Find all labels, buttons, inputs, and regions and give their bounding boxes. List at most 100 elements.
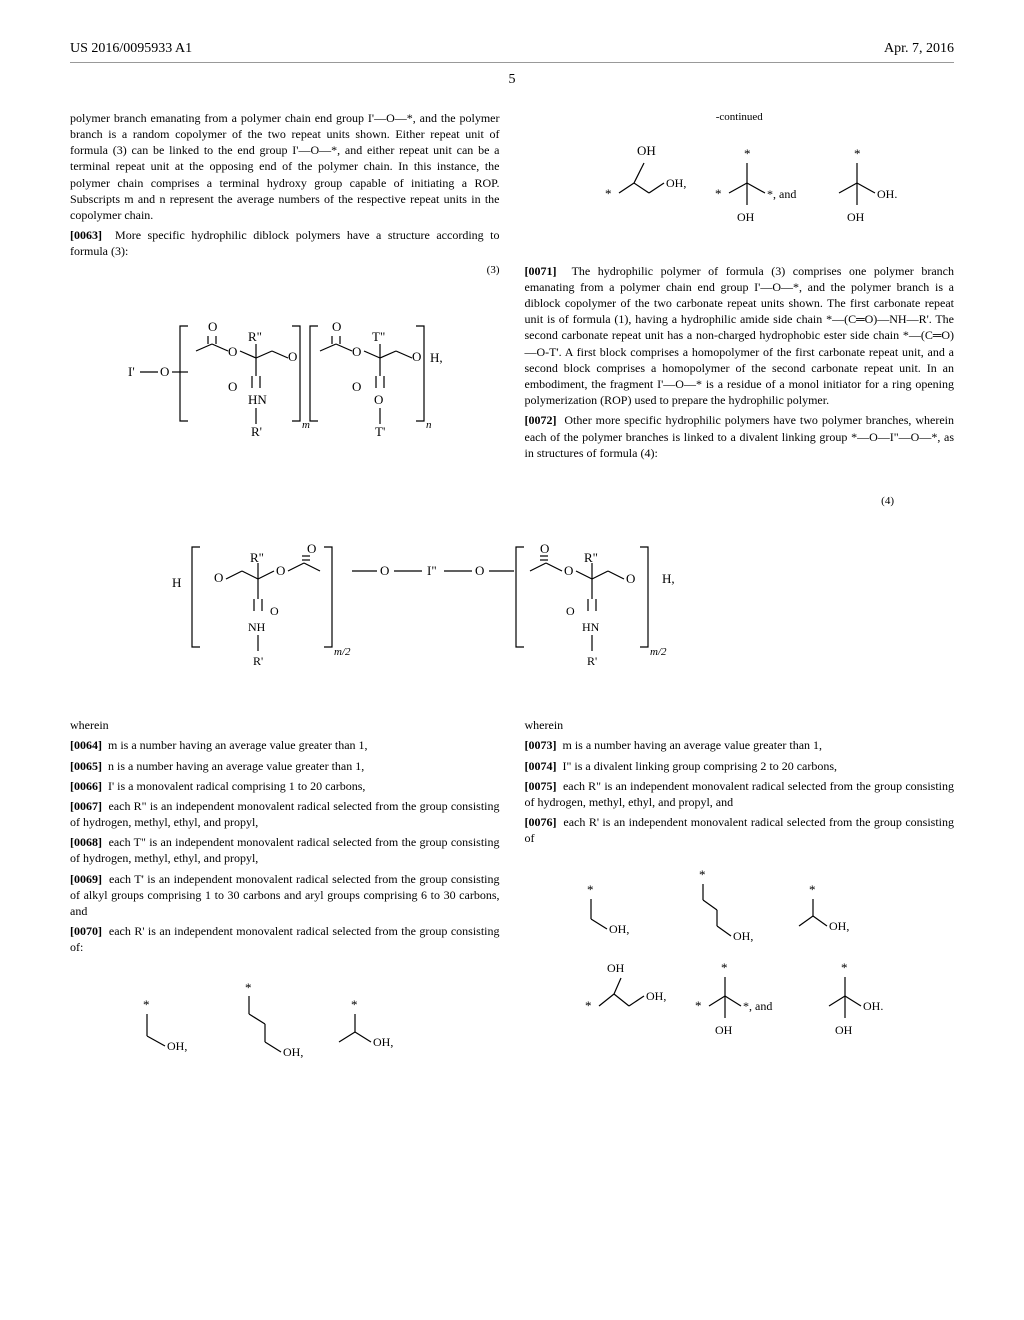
svg-text:*: * [854, 146, 861, 161]
para-ref: [0071] [525, 264, 557, 278]
para-0066: [0066] I' is a monovalent radical compri… [70, 778, 500, 794]
para-text: m is a number having an average value gr… [108, 738, 368, 752]
para-ref: [0072] [525, 413, 557, 427]
formula-4-label: (4) [70, 494, 954, 509]
svg-text:I': I' [128, 364, 135, 379]
svg-text:*: * [841, 960, 848, 975]
radicals-right-svg: * OH, * OH, * OH, [559, 864, 919, 1084]
svg-text:O: O [412, 349, 421, 364]
svg-text:O: O [626, 571, 635, 586]
svg-text:OH: OH [715, 1023, 733, 1037]
svg-text:OH.: OH. [877, 187, 897, 201]
formula-4-svg: H O R" O O O NH R' [152, 527, 872, 697]
para-text: Other more specific hydrophilic polymers… [525, 413, 955, 459]
radicals-continued-svg: OH * OH, * * *, and OH [579, 143, 899, 243]
svg-text:O: O [566, 604, 575, 618]
left-column-upper: polymer branch emanating from a polymer … [70, 110, 500, 477]
svg-text:NH: NH [248, 620, 266, 634]
para-text: each R" is an independent monovalent rad… [525, 779, 955, 809]
chem-structure-formula-4: H O R" O O O NH R' [70, 527, 954, 697]
svg-text:R': R' [253, 654, 263, 668]
para-text: each R" is an independent monovalent rad… [70, 799, 500, 829]
para-0064: [0064] m is a number having an average v… [70, 737, 500, 753]
svg-text:O: O [214, 570, 223, 585]
para-0076: [0076] each R' is an independent monoval… [525, 814, 955, 846]
svg-text:R": R" [584, 550, 598, 565]
para-0069: [0069] each T' is an independent monoval… [70, 871, 500, 920]
svg-text:OH,: OH, [646, 989, 666, 1003]
page-header: US 2016/0095933 A1 Apr. 7, 2016 [70, 40, 954, 63]
para-text: n is a number having an average value gr… [108, 759, 364, 773]
svg-text:m: m [302, 419, 310, 431]
svg-text:*: * [605, 186, 612, 201]
svg-text:OH,: OH, [609, 922, 629, 936]
svg-text:O: O [540, 541, 549, 556]
para-0065: [0065] n is a number having an average v… [70, 758, 500, 774]
svg-text:R': R' [251, 424, 262, 439]
svg-text:T": T" [372, 329, 385, 344]
svg-text:O: O [352, 344, 361, 359]
svg-text:OH: OH [737, 210, 755, 224]
chem-radicals-right: * OH, * OH, * OH, [525, 864, 955, 1084]
svg-text:T': T' [375, 424, 385, 439]
para-ref: [0065] [70, 759, 102, 773]
para-0075: [0075] each R" is an independent monoval… [525, 778, 955, 810]
para-0068: [0068] each T" is an independent monoval… [70, 834, 500, 866]
svg-text:H,: H, [662, 571, 675, 586]
para-0074: [0074] I" is a divalent linking group co… [525, 758, 955, 774]
svg-text:OH.: OH. [863, 999, 883, 1013]
para-0072: [0072] Other more specific hydrophilic p… [525, 412, 955, 461]
svg-text:OH: OH [847, 210, 865, 224]
svg-text:O: O [332, 319, 341, 334]
svg-text:H,: H, [430, 350, 443, 365]
svg-text:*, and: *, and [743, 999, 772, 1013]
svg-text:R': R' [587, 654, 597, 668]
svg-text:R": R" [250, 550, 264, 565]
para-ref: [0067] [70, 799, 102, 813]
svg-text:*: * [585, 998, 592, 1013]
svg-text:HN: HN [248, 392, 267, 407]
svg-text:n: n [426, 419, 432, 431]
chem-radicals-continued: OH * OH, * * *, and OH [525, 143, 955, 243]
svg-text:*: * [715, 186, 722, 201]
continued-label: -continued [525, 110, 955, 125]
para-0071: [0071] The hydrophilic polymer of formul… [525, 263, 955, 409]
svg-text:m/2: m/2 [334, 646, 351, 658]
para-text: I" is a divalent linking group comprisin… [563, 759, 838, 773]
svg-text:O: O [564, 563, 573, 578]
chem-radicals-left: * OH, * OH, * OH, [70, 974, 500, 1084]
svg-text:R": R" [248, 329, 262, 344]
para-text: More specific hydrophilic diblock polyme… [70, 228, 500, 258]
para-ref: [0073] [525, 738, 557, 752]
svg-text:O: O [380, 563, 389, 578]
upper-columns: polymer branch emanating from a polymer … [70, 110, 954, 477]
para-ref: [0068] [70, 835, 102, 849]
para-ref: [0075] [525, 779, 557, 793]
para-0067: [0067] each R" is an independent monoval… [70, 798, 500, 830]
para-ref: [0066] [70, 779, 102, 793]
para-text: each R' is an independent monovalent rad… [525, 815, 955, 845]
para-text: I' is a monovalent radical comprising 1 … [108, 779, 365, 793]
body-text: polymer branch emanating from a polymer … [70, 110, 500, 223]
svg-text:m/2: m/2 [650, 646, 667, 658]
para-text: The hydrophilic polymer of formula (3) c… [525, 264, 955, 408]
svg-text:*: * [587, 882, 594, 897]
left-column-lower: wherein [0064] m is a number having an a… [70, 717, 500, 1104]
publication-date: Apr. 7, 2016 [884, 40, 954, 59]
lower-columns: wherein [0064] m is a number having an a… [70, 717, 954, 1104]
svg-text:O: O [270, 604, 279, 618]
para-0070: [0070] each R' is an independent monoval… [70, 923, 500, 955]
para-ref: [0069] [70, 872, 102, 886]
svg-text:OH,: OH, [283, 1045, 303, 1059]
para-ref: [0070] [70, 924, 102, 938]
svg-text:OH,: OH, [733, 929, 753, 943]
svg-text:O: O [228, 379, 237, 394]
svg-text:OH: OH [637, 143, 656, 158]
svg-text:O: O [160, 364, 169, 379]
wherein-right: wherein [525, 717, 955, 733]
svg-text:*: * [721, 960, 728, 975]
para-text: each T' is an independent monovalent rad… [70, 872, 500, 918]
para-0063: [0063] More specific hydrophilic diblock… [70, 227, 500, 259]
formula-4-block: (4) H O R" O O [70, 494, 954, 697]
para-0073: [0073] m is a number having an average v… [525, 737, 955, 753]
